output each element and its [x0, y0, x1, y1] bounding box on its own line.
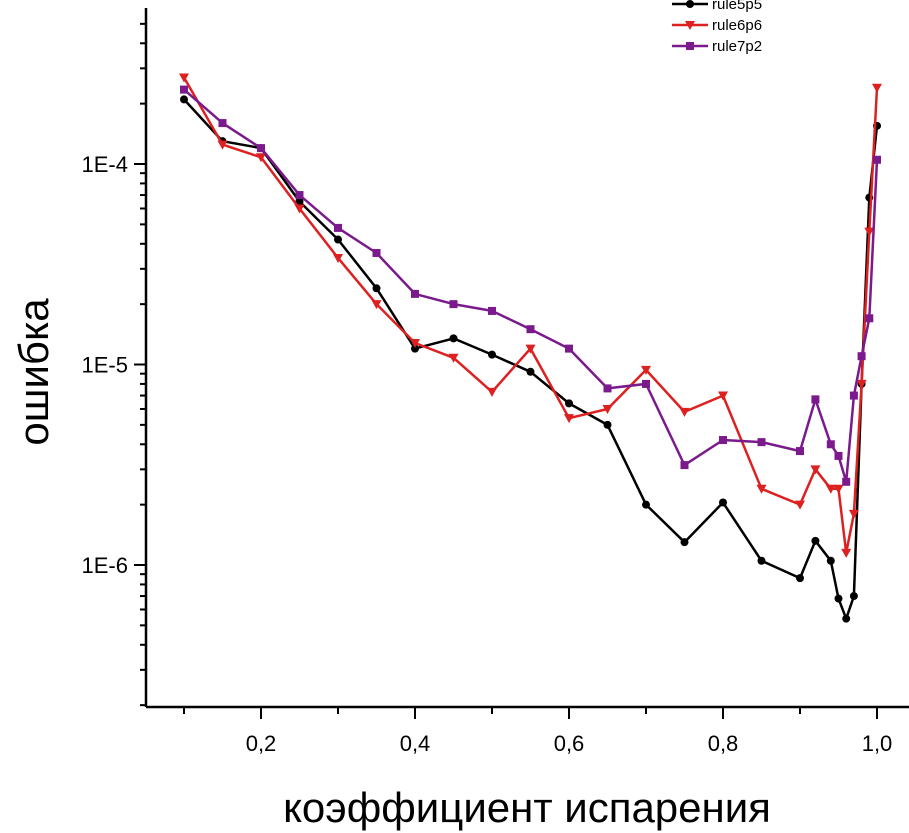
data-point [825, 484, 836, 494]
data-point [257, 144, 265, 153]
data-point [180, 85, 188, 94]
data-point [448, 353, 459, 363]
data-point [834, 451, 843, 460]
data-point [295, 197, 304, 206]
data-point [834, 594, 843, 603]
data-point [564, 414, 574, 424]
data-point [641, 365, 651, 375]
x-tick-label: 1,0 [862, 731, 893, 756]
y-axis-title: ошибка [10, 298, 57, 446]
data-point [526, 325, 535, 334]
data-point [856, 379, 867, 389]
data-point [180, 95, 188, 104]
data-point [842, 614, 851, 623]
data-point [833, 484, 844, 494]
data-point [718, 391, 728, 401]
legend-label: rule5p5 [712, 0, 762, 13]
data-point [487, 387, 497, 397]
data-point [826, 440, 835, 449]
data-point [525, 344, 536, 354]
data-point [795, 500, 805, 510]
data-point [642, 379, 650, 388]
data-point [526, 367, 535, 376]
data-point [680, 538, 689, 547]
data-point [873, 155, 881, 164]
data-point [295, 191, 304, 200]
data-point [411, 289, 419, 298]
data-point [679, 407, 690, 417]
data-point [603, 384, 612, 393]
data-point [372, 248, 381, 257]
data-point [811, 536, 820, 545]
series-line-rule7p2 [183, 88, 879, 484]
data-point [864, 227, 875, 237]
data-point [410, 339, 420, 349]
data-point [179, 73, 189, 83]
series-rule7p2 [180, 85, 881, 486]
legend-swatch-marker [685, 21, 695, 30]
data-point [719, 436, 727, 445]
data-point [603, 420, 612, 429]
data-point [294, 204, 305, 214]
legend-item-rule7p2: rule7p2 [672, 38, 762, 55]
y-tick-label: 1E-5 [82, 353, 128, 378]
data-point [796, 447, 804, 456]
legend-item-rule5p5: rule5p5 [672, 0, 762, 13]
legend-label: rule6p6 [712, 17, 762, 34]
data-point [333, 253, 343, 263]
data-point [796, 574, 804, 583]
legend-item-rule6p6: rule6p6 [672, 17, 762, 34]
data-point [865, 314, 874, 323]
series-rule6p6 [179, 73, 882, 558]
x-tick-label: 0,2 [246, 731, 277, 756]
data-point [642, 500, 650, 509]
x-axis-title: коэффициент испарения [283, 784, 771, 831]
data-point [218, 119, 227, 128]
data-point [848, 509, 859, 519]
legend-label: rule7p2 [712, 38, 762, 55]
data-point [680, 461, 689, 470]
x-tick-label: 0,4 [400, 731, 431, 756]
data-point [756, 484, 767, 494]
data-point [826, 556, 835, 565]
data-point [811, 395, 820, 404]
series-layer [179, 73, 882, 623]
data-point [334, 223, 342, 232]
data-point [371, 300, 382, 310]
x-tick-label: 0,6 [554, 731, 585, 756]
data-point [849, 592, 858, 601]
series-rule5p5 [180, 95, 881, 623]
data-point [256, 153, 266, 163]
series-line-rule6p6 [182, 76, 879, 555]
data-point [857, 352, 866, 361]
data-point [449, 334, 458, 343]
data-point [757, 556, 766, 565]
data-point [372, 284, 381, 293]
data-point [334, 235, 342, 244]
legend: rule5p5 rule6p6 rule7p2 [672, 0, 762, 55]
data-point [602, 404, 613, 414]
data-point [757, 438, 766, 447]
data-point [488, 350, 496, 359]
x-tick-label: 0,8 [708, 731, 739, 756]
data-point [872, 83, 882, 93]
data-point [565, 344, 573, 353]
data-point [810, 465, 821, 475]
data-point [217, 140, 228, 150]
data-point [849, 391, 858, 400]
y-tick-label: 1E-6 [82, 553, 128, 578]
data-point [719, 498, 727, 507]
data-point [842, 477, 851, 486]
data-point [565, 399, 573, 408]
data-point [411, 344, 419, 353]
data-point [841, 548, 852, 558]
data-point [449, 300, 458, 309]
y-tick-label: 1E-4 [82, 152, 128, 177]
legend-swatch-marker [686, 42, 694, 50]
series-line-rule5p5 [183, 98, 879, 620]
legend-swatch-marker [686, 0, 694, 8]
data-point [488, 306, 496, 315]
axes: 0,2 0,4 0,6 0,8 1,0 1E-4 1E-5 1E-6 [82, 8, 909, 756]
